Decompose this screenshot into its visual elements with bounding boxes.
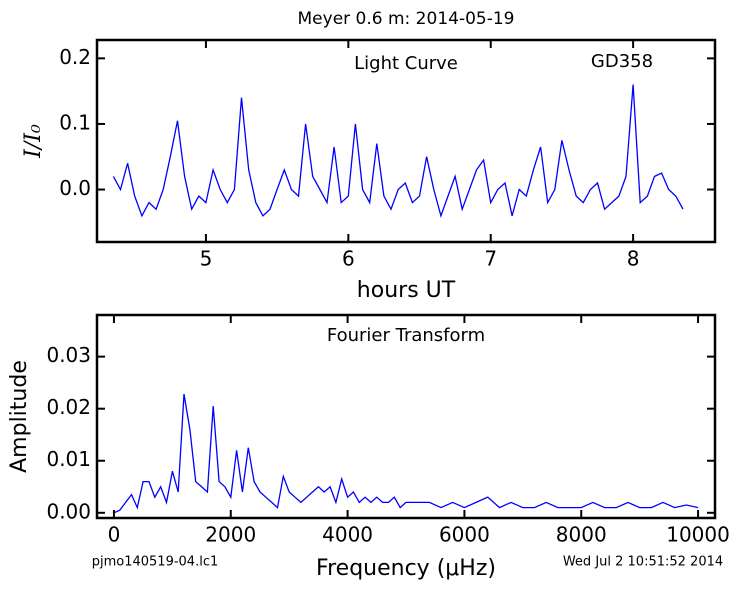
data-line: [112, 84, 684, 218]
annotation: Light Curve: [354, 53, 458, 74]
data-line: [113, 393, 699, 514]
x-tick-label: 4000: [322, 523, 373, 547]
x-tick-label: 7: [484, 247, 497, 271]
x-tick-label: 8: [627, 247, 640, 271]
y-tick-label: 0.00: [46, 499, 91, 523]
y-tick-label: 0.0: [59, 176, 91, 200]
annotation: Fourier Transform: [327, 325, 485, 346]
footer-right: Wed Jul 2 10:51:52 2014: [563, 555, 723, 570]
x-axis-label: hours UT: [357, 278, 456, 303]
x-tick-label: 10000: [666, 523, 730, 547]
y-tick-label: 0.1: [59, 110, 91, 134]
x-tick-label: 6: [342, 247, 355, 271]
x-tick-label: 8000: [556, 523, 607, 547]
x-tick-label: 6000: [439, 523, 490, 547]
x-axis-label: Frequency (μHz): [316, 556, 496, 581]
y-tick-label: 0.2: [59, 45, 91, 69]
x-tick-label: 5: [200, 247, 213, 271]
axes-frame: [95, 38, 717, 244]
y-tick-label: 0.01: [46, 447, 91, 471]
y-tick-label: 0.03: [46, 343, 91, 367]
y-tick-label: 0.02: [46, 395, 91, 419]
footer-left: pjmo140519-04.lc1: [92, 555, 219, 570]
y-axis-label: I/I₀: [21, 124, 46, 159]
y-axis-label: Amplitude: [7, 360, 32, 473]
figure-title: Meyer 0.6 m: 2014-05-19: [298, 9, 515, 29]
x-tick-label: 0: [108, 523, 121, 547]
x-tick-label: 2000: [205, 523, 256, 547]
axes-frame: [95, 313, 717, 520]
annotation: GD358: [591, 51, 653, 72]
